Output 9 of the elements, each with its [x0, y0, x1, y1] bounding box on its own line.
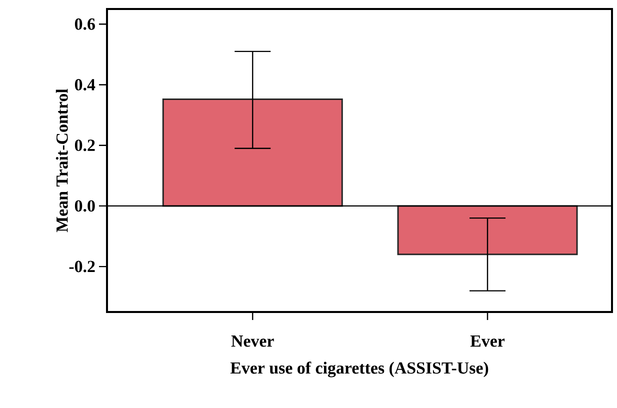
x-tick-label: Ever: [470, 336, 505, 347]
y-tick-label: 0.2: [74, 140, 95, 152]
y-axis-title: Mean Trait-Control: [56, 88, 68, 232]
x-tick-label: Never: [231, 336, 274, 347]
y-tick-label: -0.2: [69, 260, 95, 272]
y-tick-label: 0.0: [74, 200, 95, 212]
x-axis-title: Ever use of cigarettes (ASSIST-Use): [230, 362, 488, 378]
y-tick-label: 0.6: [74, 18, 95, 30]
y-tick-label: 0.4: [74, 78, 96, 90]
